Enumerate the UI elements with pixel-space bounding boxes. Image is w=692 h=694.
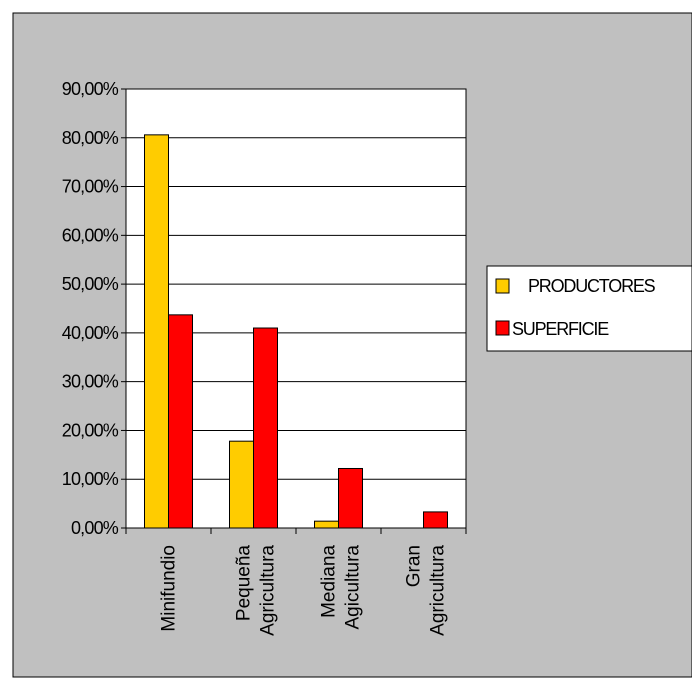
y-tick-labels: 0,00% 10,00% 20,00% 30,00% 40,00% 50,00% 60,00… <box>62 79 120 538</box>
x-tick-label: Gran Agricultura <box>404 545 449 636</box>
bar-superficie-1 <box>253 327 278 529</box>
gridlines <box>126 88 466 480</box>
y-tick-label: 10,00% <box>62 469 119 489</box>
x-tick-label: Mediana Agicultura <box>319 545 364 630</box>
y-tick-label: 40,00% <box>62 323 119 343</box>
bar-superficie-0 <box>168 314 193 529</box>
y-tick-label: 60,00% <box>62 225 119 245</box>
y-tick-label: 20,00% <box>62 420 119 440</box>
x-tick-labels: Minifundio Pequeña Agricultura Mediana Agicu… <box>159 545 449 636</box>
y-tick-label: 50,00% <box>62 274 119 294</box>
x-tick-label: Pequeña Agricultura <box>234 545 279 636</box>
axes <box>121 88 467 534</box>
bar-productores-2 <box>314 520 339 529</box>
legend-label-superficie: SUPERFICIE <box>512 319 609 339</box>
y-tick-label: 30,00% <box>62 372 119 392</box>
legend-box <box>486 265 692 352</box>
y-tick-label: 90,00% <box>62 79 119 99</box>
legend-swatch-superficie <box>495 320 510 336</box>
legend: PRODUCTORES SUPERFICIE <box>486 265 692 352</box>
legend-swatch-productores <box>495 278 510 294</box>
x-tick-label: Minifundio <box>159 545 180 632</box>
y-tick-label: 80,00% <box>62 128 119 148</box>
y-tick-label: 0,00% <box>71 518 119 538</box>
bar-superficie-2 <box>338 467 363 529</box>
bar-productores-1 <box>229 440 254 529</box>
y-tick-label: 70,00% <box>62 177 119 197</box>
bars <box>144 134 448 529</box>
bar-superficie-3 <box>423 511 448 529</box>
bar-productores-0 <box>144 134 169 529</box>
legend-label-productores: PRODUCTORES <box>528 276 656 296</box>
